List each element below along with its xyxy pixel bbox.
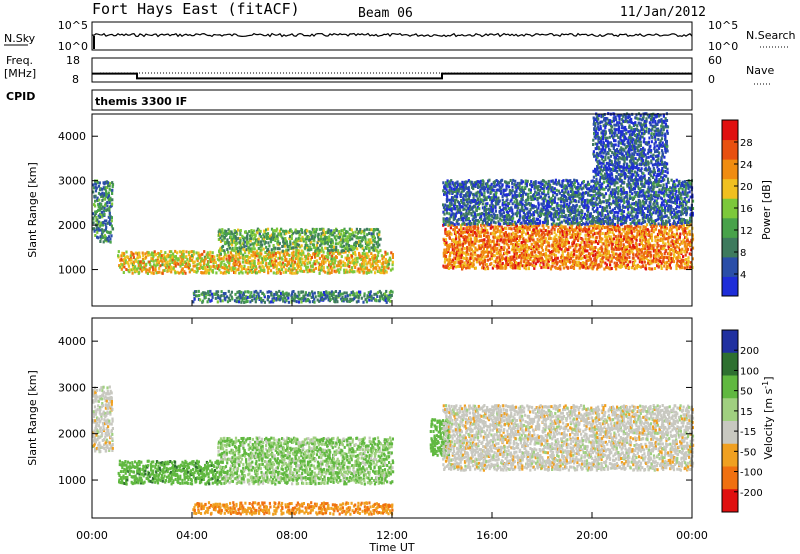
power-colorbar-label: Power [dB] <box>760 180 773 240</box>
power-colorbar-tick-label: 8 <box>740 248 746 259</box>
velocity-colorbar-swatch <box>722 375 738 399</box>
velocity-colorbar-swatch <box>722 330 738 354</box>
velocity-echo-field <box>92 385 695 516</box>
nave-tick-top: 60 <box>708 54 722 67</box>
power-colorbar-swatch <box>722 276 738 297</box>
power-colorbar-swatch <box>722 178 738 199</box>
power-y-tick-label: 2000 <box>58 219 86 232</box>
power-colorbar-tick-label: 4 <box>740 270 746 281</box>
power-echo-region-0 <box>92 179 115 244</box>
velocity-colorbar-swatch <box>722 421 738 445</box>
velocity-echo-region-0 <box>92 385 114 454</box>
sky-right-label: N.Search <box>746 29 796 42</box>
power-y-label: Slant Range [km] <box>26 162 39 258</box>
velocity-colorbar-tick-label: -200 <box>740 488 763 499</box>
velocity-colorbar-swatch <box>722 489 738 513</box>
frequency-trace <box>92 72 692 80</box>
power-colorbar-swatch <box>722 159 738 180</box>
velocity-panel: 1000 2000 3000 4000 Slant Range [km] 200 100… <box>26 300 775 554</box>
beam-title: Beam 06 <box>358 6 413 21</box>
sky-right-tick-bottom: 10^0 <box>708 40 738 53</box>
velocity-y-tick-label: 1000 <box>58 474 86 487</box>
velocity-echo-region-6 <box>442 404 695 435</box>
velocity-colorbar-tick-label: -15 <box>740 427 756 438</box>
sky-right-tick-top: 10^5 <box>708 19 738 32</box>
power-colorbar-swatch <box>722 198 738 219</box>
cpid-panel: CPID themis 3300 IF <box>6 89 693 111</box>
velocity-echo-region-2 <box>217 436 395 486</box>
velocity-y-tick-label: 3000 <box>58 381 86 394</box>
power-panel: 1000 2000 3000 4000 Slant Range [km] 4 8 12 16… <box>26 112 773 307</box>
velocity-colorbar-tick-label: 15 <box>740 407 753 418</box>
power-echo-region-3 <box>192 289 394 304</box>
power-echo-region-1 <box>117 249 394 275</box>
time-x-tick-label: 12:00 <box>376 529 408 542</box>
time-x-tick-label: 16:00 <box>476 529 508 542</box>
sky-left-tick-top: 10^5 <box>58 19 88 32</box>
power-echo-region-2 <box>217 227 382 253</box>
velocity-echo-region-5 <box>442 431 695 472</box>
velocity-echo-region-1 <box>117 459 219 486</box>
nave-label: Nave <box>746 64 774 77</box>
sky-left-tick-bottom: 10^0 <box>58 40 88 53</box>
power-y-ticks: 1000 2000 3000 4000 <box>58 130 692 277</box>
power-colorbar-tick-label: 28 <box>740 138 753 149</box>
velocity-colorbar-tick-label: 100 <box>740 366 759 377</box>
time-x-label: Time UT <box>368 541 414 554</box>
freq-label-line2: [MHz] <box>4 67 36 80</box>
frequency-panel: Freq. [MHz] 18 8 60 0 Nave <box>4 54 774 86</box>
power-y-tick-label: 4000 <box>58 130 86 143</box>
freq-label-line1: Freq. <box>6 54 33 67</box>
velocity-y-label: Slant Range [km] <box>26 370 39 466</box>
velocity-colorbar-swatch <box>722 352 738 376</box>
freq-tick-top: 18 <box>66 54 80 67</box>
power-colorbar-swatch <box>722 120 738 141</box>
power-echo-field <box>92 112 695 304</box>
velocity-colorbar-tick-label: 200 <box>740 346 759 357</box>
sky-noise-panel: N.Sky 10^5 10^0 10^5 10^0 N.Search <box>4 19 796 53</box>
time-x-tick-label: 00:00 <box>676 529 708 542</box>
power-colorbar-tick-label: 20 <box>740 182 753 193</box>
power-y-tick-label: 3000 <box>58 175 86 188</box>
date-title: 11/Jan/2012 <box>620 5 706 20</box>
velocity-colorbar: 200 100 50 15 -15 -50 -100 -200 <box>721 329 763 513</box>
nave-tick-bottom: 0 <box>708 73 715 86</box>
power-y-tick-label: 1000 <box>58 264 86 277</box>
sky-left-label: N.Sky <box>4 32 36 45</box>
velocity-colorbar-tick-label: -50 <box>740 447 756 458</box>
power-colorbar-swatch <box>722 256 738 277</box>
velocity-echo-region-3 <box>192 501 394 516</box>
time-x-tick-label: 20:00 <box>576 529 608 542</box>
power-colorbar-swatch <box>722 217 738 238</box>
velocity-y-tick-label: 4000 <box>58 335 86 348</box>
sky-noise-trace <box>91 32 693 49</box>
freq-tick-bottom: 8 <box>72 73 79 86</box>
power-colorbar-tick-label: 24 <box>740 160 753 171</box>
power-colorbar-swatch <box>722 139 738 160</box>
velocity-colorbar-swatch <box>722 466 738 490</box>
time-x-tick-label: 00:00 <box>76 529 108 542</box>
power-colorbar-tick-label: 12 <box>740 226 753 237</box>
power-echo-region-5 <box>442 178 695 227</box>
velocity-colorbar-tick-label: -100 <box>740 468 763 479</box>
power-colorbar: 4 8 12 16 20 24 28 <box>721 119 753 297</box>
power-colorbar-tick-label: 16 <box>740 204 753 215</box>
power-echo-region-6 <box>592 112 670 182</box>
time-x-ticks: 00:00 04:00 08:00 12:00 16:00 20:00 00:00 <box>76 300 708 542</box>
power-echo-region-4 <box>442 223 695 271</box>
time-x-tick-label: 08:00 <box>276 529 308 542</box>
time-x-tick-label: 04:00 <box>176 529 208 542</box>
station-title: Fort Hays East (fitACF) <box>92 0 300 18</box>
cpid-mode-label: themis 3300 IF <box>95 95 187 108</box>
velocity-colorbar-tick-label: 50 <box>740 387 753 398</box>
velocity-colorbar-label: Velocity [m s-1] <box>761 376 775 459</box>
power-colorbar-swatch <box>722 237 738 258</box>
velocity-y-tick-label: 2000 <box>58 428 86 441</box>
velocity-colorbar-swatch <box>722 398 738 422</box>
cpid-label: CPID <box>6 90 35 103</box>
velocity-colorbar-swatch <box>722 443 738 467</box>
velocity-y-ticks: 1000 2000 3000 4000 <box>58 335 692 487</box>
